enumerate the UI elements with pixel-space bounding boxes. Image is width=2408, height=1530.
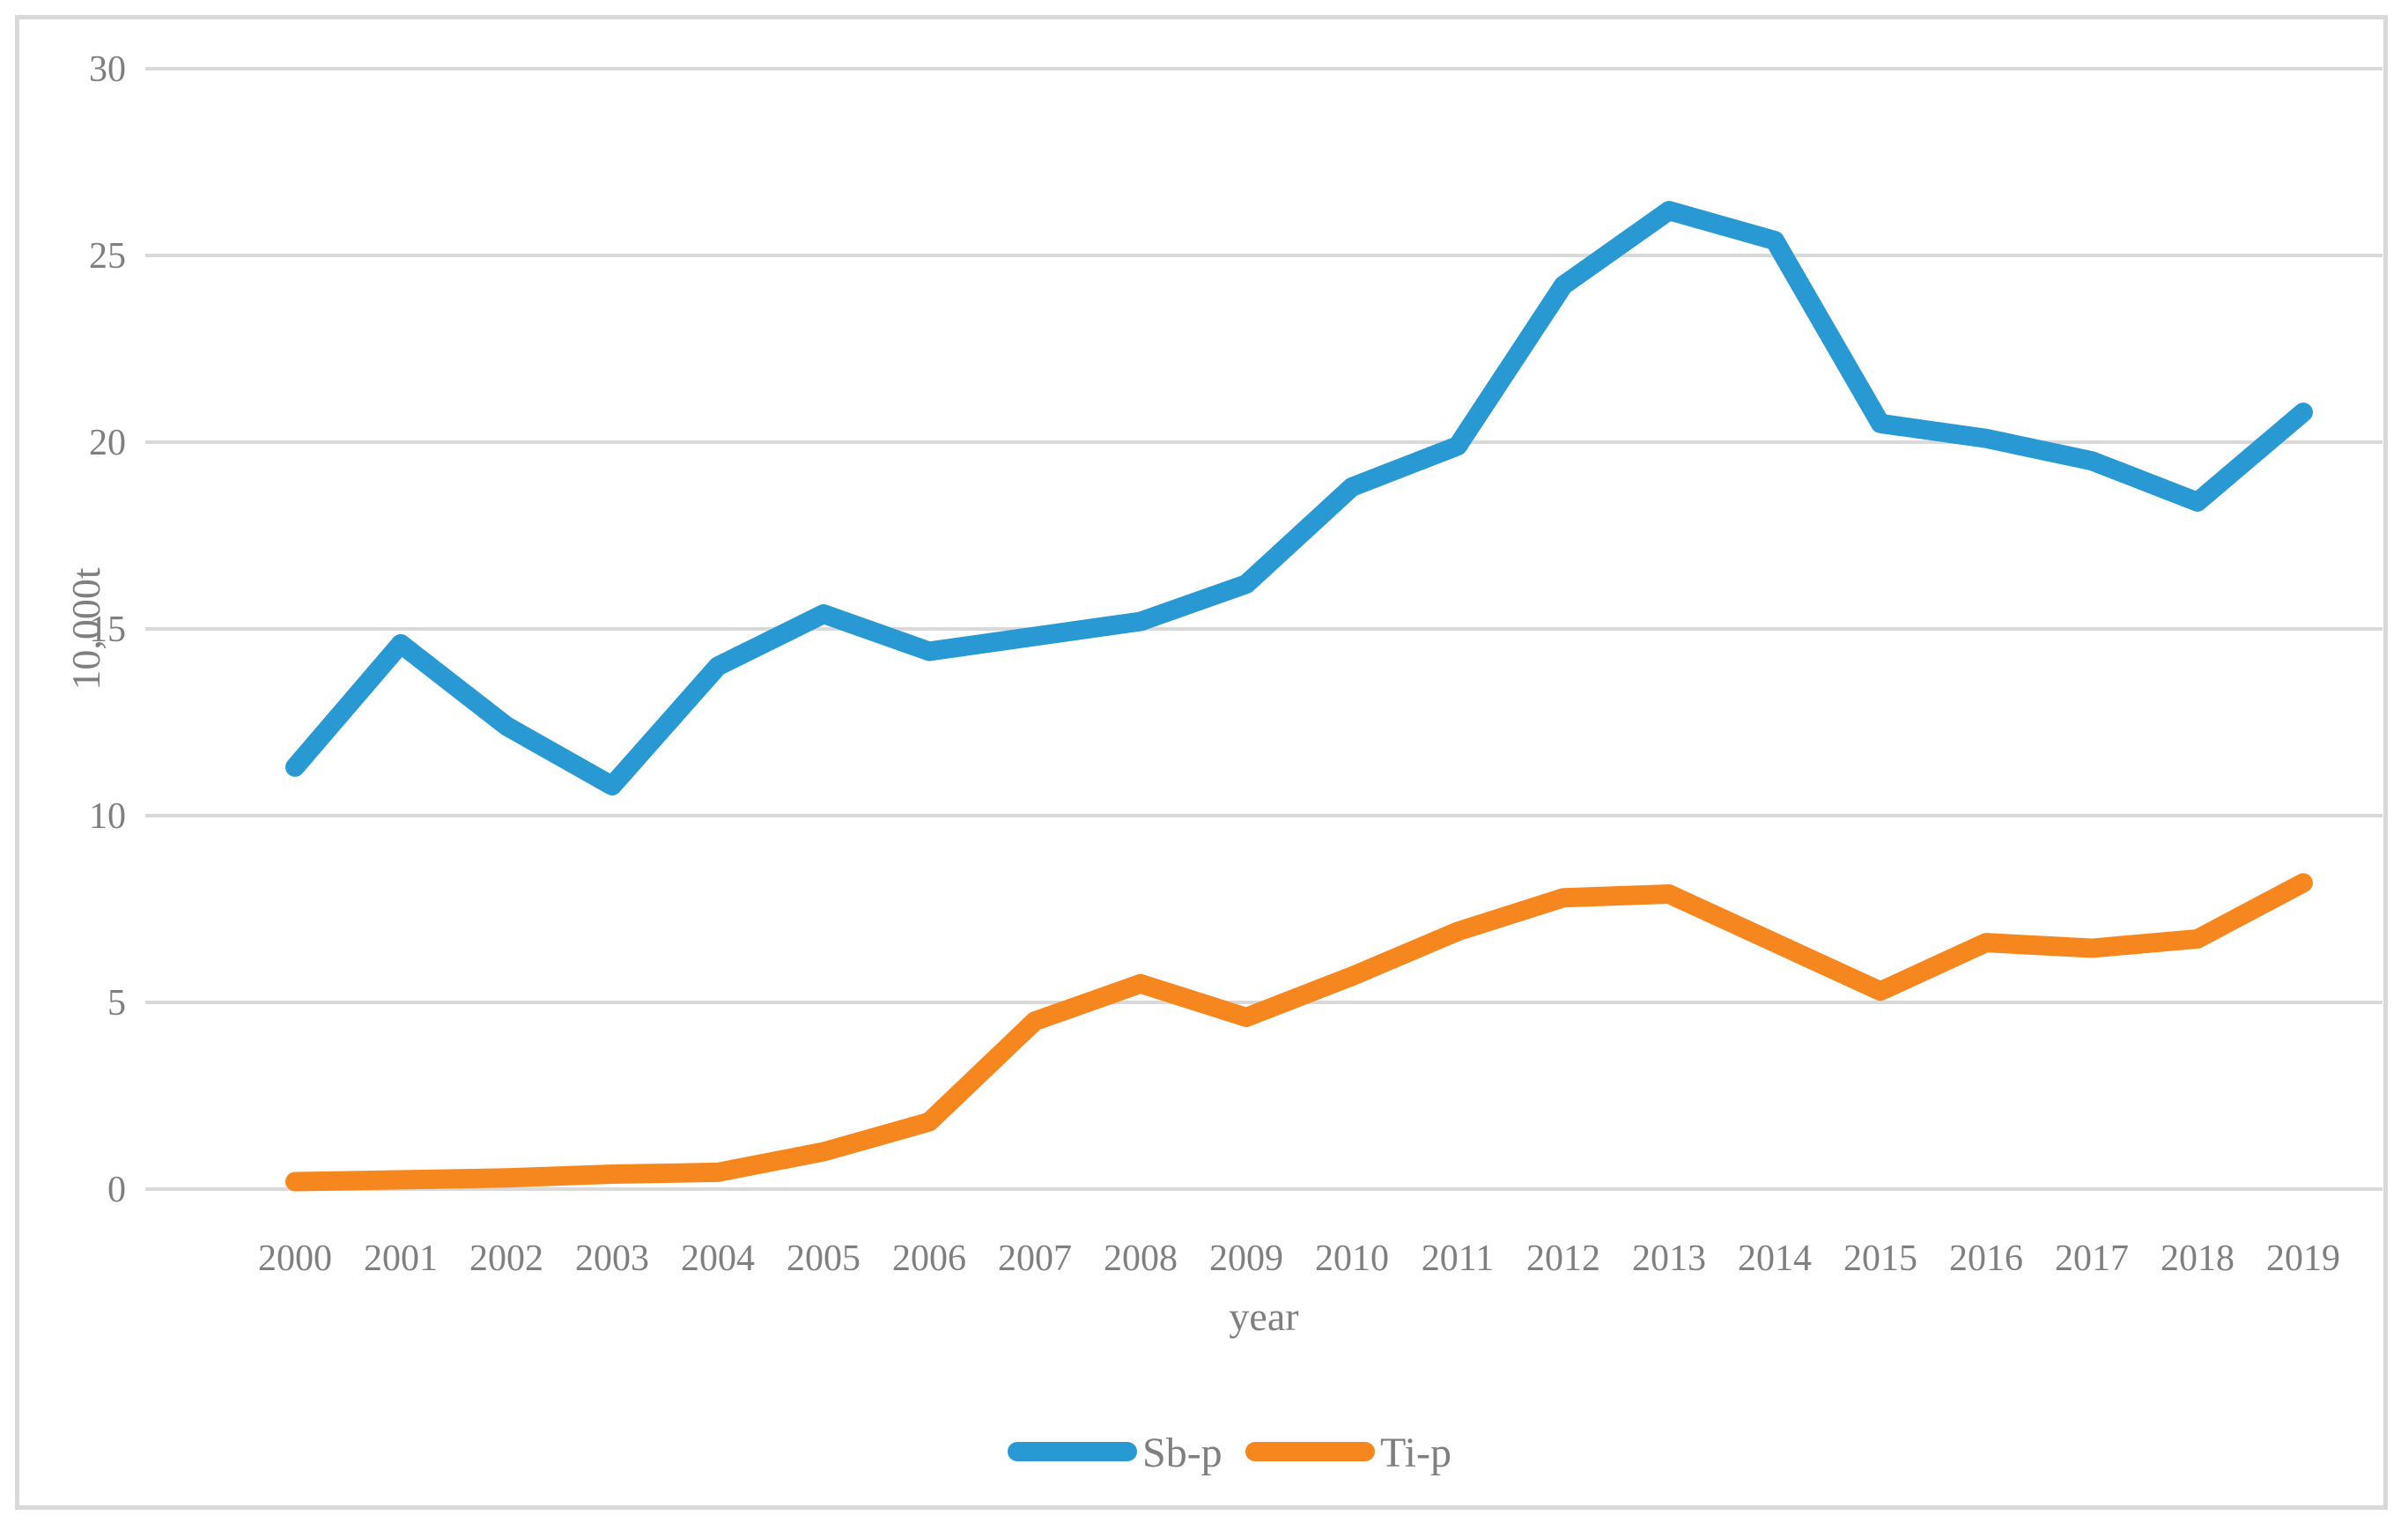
x-tick-label: 2019 xyxy=(2266,1238,2340,1279)
x-tick-label: 2003 xyxy=(575,1238,649,1279)
y-axis-tick-labels: 0 5 10 15 20 25 30 xyxy=(89,49,126,1210)
x-tick-label: 2004 xyxy=(681,1238,755,1279)
x-tick-label: 2012 xyxy=(1526,1238,1600,1279)
y-tick-label: 10 xyxy=(89,796,126,837)
x-tick-label: 2017 xyxy=(2055,1238,2129,1279)
x-tick-label: 2002 xyxy=(469,1238,543,1279)
x-tick-label: 2001 xyxy=(364,1238,438,1279)
y-axis-title: 10,000t xyxy=(63,567,108,691)
x-tick-label: 2014 xyxy=(1738,1238,1812,1279)
x-tick-label: 2008 xyxy=(1104,1238,1178,1279)
series-lines xyxy=(285,201,2313,1192)
x-tick-label: 2016 xyxy=(1949,1238,2023,1279)
legend: Sb-p Ti-p xyxy=(1008,1430,1451,1476)
x-tick-label: 2011 xyxy=(1422,1238,1494,1279)
x-tick-label: 2005 xyxy=(787,1238,861,1279)
y-tick-label: 5 xyxy=(107,983,126,1024)
y-tick-label: 25 xyxy=(89,236,126,277)
y-tick-label: 15 xyxy=(89,610,126,650)
x-axis-tick-labels: 2000 2001 2002 2003 2004 2005 2006 2007 2008 2009… xyxy=(258,1238,2340,1279)
legend-label-sbp: Sb-p xyxy=(1142,1430,1222,1476)
x-axis-title: year xyxy=(1229,1294,1298,1339)
y-tick-label: 0 xyxy=(107,1170,126,1210)
gridlines xyxy=(145,67,2382,1191)
x-tick-label: 2013 xyxy=(1632,1238,1706,1279)
y-tick-label: 20 xyxy=(89,423,126,463)
tip-line xyxy=(285,873,2313,1192)
x-tick-label: 2009 xyxy=(1209,1238,1283,1279)
x-tick-label: 2010 xyxy=(1315,1238,1389,1279)
y-tick-label: 30 xyxy=(89,49,126,90)
sbp-line xyxy=(285,201,2313,796)
x-tick-label: 2000 xyxy=(258,1238,332,1279)
x-tick-label: 2007 xyxy=(998,1238,1072,1279)
x-tick-label: 2006 xyxy=(892,1238,966,1279)
chart-frame: 0 5 10 15 20 25 30 2000 2001 2002 2003 2004 2005 200… xyxy=(15,15,2388,1510)
legend-label-tip: Ti-p xyxy=(1380,1430,1451,1476)
x-tick-label: 2018 xyxy=(2161,1238,2234,1279)
x-tick-label: 2015 xyxy=(1843,1238,1917,1279)
